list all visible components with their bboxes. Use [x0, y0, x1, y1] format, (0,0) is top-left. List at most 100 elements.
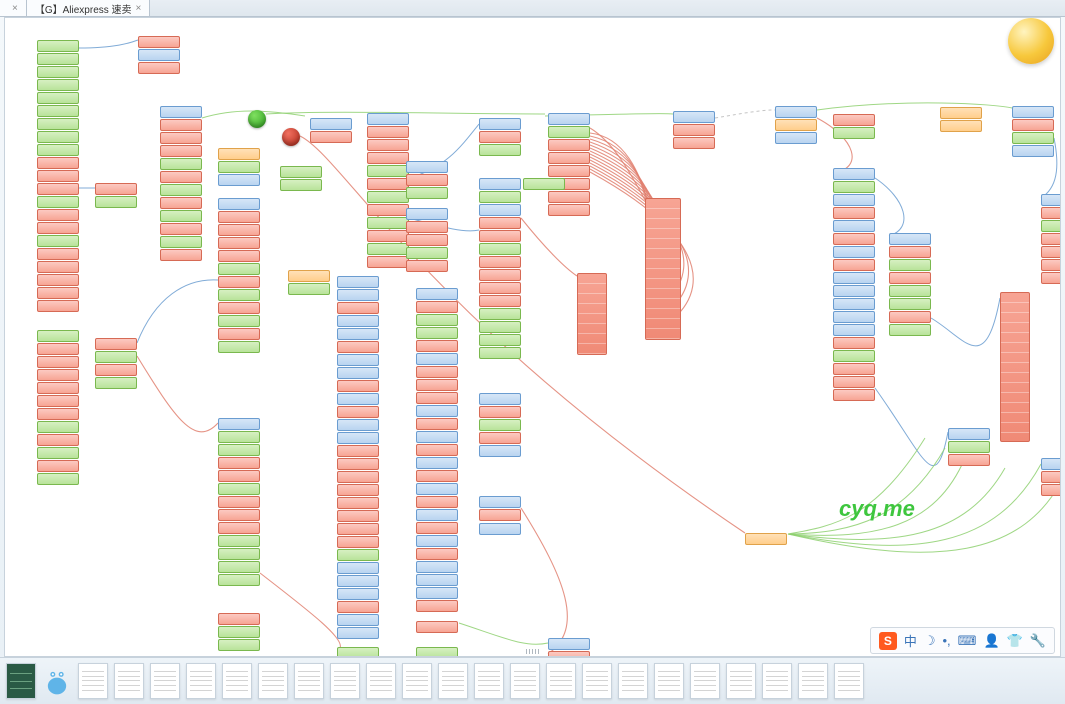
flow-node[interactable]	[479, 256, 521, 268]
flow-node[interactable]	[218, 198, 260, 210]
flow-node[interactable]	[479, 243, 521, 255]
flow-node[interactable]	[218, 418, 260, 430]
flow-node[interactable]	[218, 161, 260, 173]
flow-node[interactable]	[37, 330, 79, 342]
flow-node[interactable]	[479, 230, 521, 242]
flow-node[interactable]	[416, 470, 458, 482]
flow-node[interactable]	[833, 207, 875, 219]
flow-node[interactable]	[337, 647, 379, 657]
flow-node[interactable]	[337, 614, 379, 626]
flow-node[interactable]	[37, 473, 79, 485]
flow-node[interactable]	[280, 166, 322, 178]
flow-node[interactable]	[416, 548, 458, 560]
flow-node[interactable]	[367, 139, 409, 151]
flow-node[interactable]	[160, 132, 202, 144]
flow-node[interactable]	[1041, 471, 1061, 483]
flow-node[interactable]	[1041, 207, 1061, 219]
flow-node[interactable]	[416, 574, 458, 586]
flow-node[interactable]	[1041, 272, 1061, 284]
flow-node[interactable]	[1041, 484, 1061, 496]
flow-node[interactable]	[160, 171, 202, 183]
flow-node[interactable]	[37, 92, 79, 104]
flow-node[interactable]	[337, 367, 379, 379]
flow-node[interactable]	[37, 170, 79, 182]
flow-node[interactable]	[416, 647, 458, 657]
flow-node[interactable]	[673, 111, 715, 123]
flow-node[interactable]	[367, 230, 409, 242]
thumbnail-page[interactable]	[258, 663, 288, 699]
flow-node[interactable]	[416, 366, 458, 378]
flow-node[interactable]	[37, 183, 79, 195]
thumb-board[interactable]	[6, 663, 36, 699]
thumbnail-page[interactable]	[618, 663, 648, 699]
flow-node[interactable]	[1041, 259, 1061, 271]
flow-node[interactable]	[548, 204, 590, 216]
flow-node[interactable]	[288, 283, 330, 295]
flow-node[interactable]	[37, 40, 79, 52]
flow-node[interactable]	[337, 458, 379, 470]
flow-node[interactable]	[833, 246, 875, 258]
flow-node[interactable]	[416, 379, 458, 391]
thumbnail-page[interactable]	[762, 663, 792, 699]
flow-node[interactable]	[775, 106, 817, 118]
flow-node[interactable]	[1012, 119, 1054, 131]
flow-node[interactable]	[160, 119, 202, 131]
close-icon[interactable]: ×	[12, 3, 18, 14]
flow-node[interactable]	[745, 533, 787, 545]
flow-node[interactable]	[367, 256, 409, 268]
flow-node[interactable]	[37, 395, 79, 407]
flow-node[interactable]	[833, 194, 875, 206]
flow-node[interactable]	[889, 298, 931, 310]
flow-node[interactable]	[416, 405, 458, 417]
red-dot-icon[interactable]	[282, 128, 300, 146]
flow-node[interactable]	[337, 471, 379, 483]
flow-node[interactable]	[218, 444, 260, 456]
flow-node[interactable]	[218, 302, 260, 314]
flow-node[interactable]	[416, 314, 458, 326]
flow-node[interactable]	[37, 131, 79, 143]
flow-node[interactable]	[367, 191, 409, 203]
flow-node[interactable]	[160, 158, 202, 170]
flow-node[interactable]	[548, 139, 590, 151]
flow-node[interactable]	[479, 204, 521, 216]
scroll-grip[interactable]	[522, 649, 544, 654]
flow-node[interactable]	[218, 328, 260, 340]
flow-node[interactable]	[833, 127, 875, 139]
flow-node[interactable]	[218, 289, 260, 301]
sogou-logo-icon[interactable]: S	[879, 632, 897, 650]
flow-node[interactable]	[416, 600, 458, 612]
flow-node[interactable]	[218, 496, 260, 508]
flow-node[interactable]	[337, 328, 379, 340]
tab-blank[interactable]: ×	[0, 0, 27, 16]
flow-node[interactable]	[406, 221, 448, 233]
flow-node[interactable]	[416, 340, 458, 352]
flow-node[interactable]	[548, 152, 590, 164]
flow-node[interactable]	[479, 523, 521, 535]
flow-node[interactable]	[337, 484, 379, 496]
flow-node[interactable]	[218, 315, 260, 327]
flow-node[interactable]	[833, 259, 875, 271]
flow-node[interactable]	[833, 389, 875, 401]
ime-skin-icon[interactable]: 👕	[1007, 633, 1023, 649]
flow-node[interactable]	[479, 282, 521, 294]
flow-bignode[interactable]	[577, 273, 607, 355]
flow-node[interactable]	[416, 288, 458, 300]
flow-node[interactable]	[218, 174, 260, 186]
flow-node[interactable]	[37, 118, 79, 130]
flow-node[interactable]	[160, 184, 202, 196]
flow-node[interactable]	[1041, 220, 1061, 232]
flow-node[interactable]	[218, 639, 260, 651]
flow-node[interactable]	[218, 148, 260, 160]
flow-node[interactable]	[37, 447, 79, 459]
flow-node[interactable]	[367, 165, 409, 177]
flow-node[interactable]	[416, 496, 458, 508]
flow-node[interactable]	[37, 356, 79, 368]
flow-node[interactable]	[337, 276, 379, 288]
flow-node[interactable]	[37, 105, 79, 117]
flow-node[interactable]	[1012, 106, 1054, 118]
thumbnail-page[interactable]	[438, 663, 468, 699]
flow-node[interactable]	[218, 237, 260, 249]
flow-node[interactable]	[280, 179, 322, 191]
flow-node[interactable]	[479, 393, 521, 405]
flow-node[interactable]	[37, 408, 79, 420]
